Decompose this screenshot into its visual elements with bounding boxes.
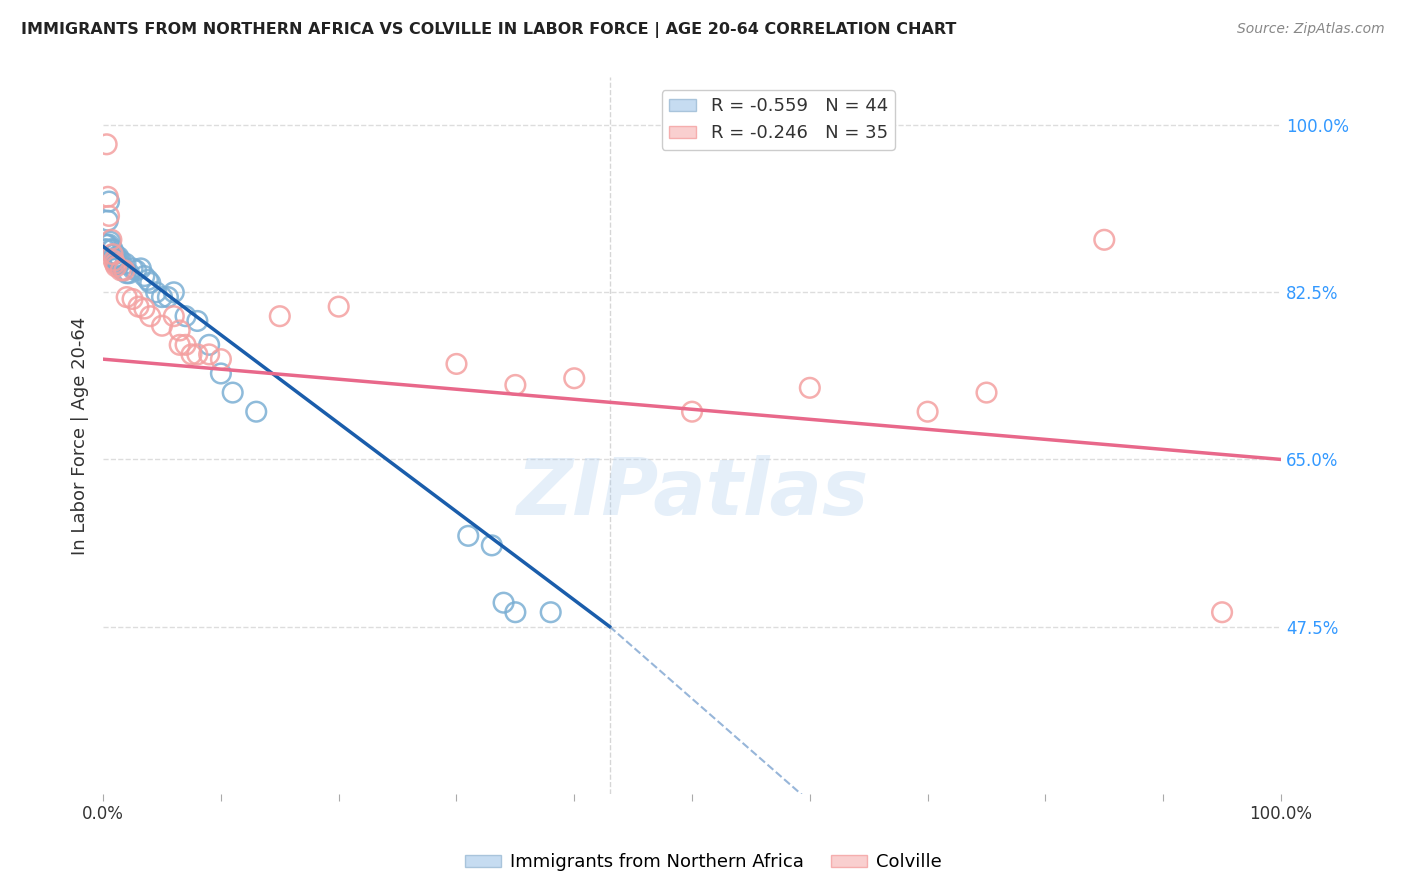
Point: [96, 237, 118, 252]
Point: [209, 367, 232, 381]
Point: [245, 405, 267, 419]
Point: [139, 276, 162, 290]
Text: IMMIGRANTS FROM NORTHERN AFRICA VS COLVILLE IN LABOR FORCE | AGE 20-64 CORRELATI: IMMIGRANTS FROM NORTHERN AFRICA VS COLVI…: [21, 22, 956, 38]
Point: [328, 300, 350, 314]
Point: [112, 263, 135, 277]
Point: [125, 263, 148, 277]
Point: [540, 605, 562, 619]
Point: [186, 347, 208, 361]
Point: [799, 381, 821, 395]
Point: [129, 261, 152, 276]
Point: [103, 247, 125, 261]
Point: [115, 290, 138, 304]
Point: [101, 247, 124, 261]
Text: ZIPatlas: ZIPatlas: [516, 455, 868, 531]
Point: [976, 385, 998, 400]
Point: [174, 338, 197, 352]
Point: [186, 314, 208, 328]
Point: [110, 253, 132, 268]
Point: [100, 233, 122, 247]
Point: [681, 405, 703, 419]
Point: [163, 285, 186, 300]
Point: [481, 538, 503, 552]
Point: [446, 357, 468, 371]
Point: [97, 190, 120, 204]
Legend: R = -0.559   N = 44, R = -0.246   N = 35: R = -0.559 N = 44, R = -0.246 N = 35: [662, 90, 896, 150]
Point: [1092, 233, 1115, 247]
Point: [505, 378, 527, 392]
Point: [98, 235, 121, 249]
Point: [98, 209, 121, 223]
Point: [198, 347, 221, 361]
Point: [98, 194, 121, 209]
Point: [169, 324, 191, 338]
Point: [145, 285, 167, 300]
Point: [562, 371, 585, 385]
Point: [121, 261, 143, 276]
Point: [917, 405, 939, 419]
Text: Source: ZipAtlas.com: Source: ZipAtlas.com: [1237, 22, 1385, 37]
Point: [114, 257, 136, 271]
Point: [104, 257, 127, 271]
Point: [105, 250, 128, 264]
Point: [96, 243, 118, 257]
Point: [139, 309, 162, 323]
Point: [169, 338, 191, 352]
Point: [103, 253, 125, 268]
Point: [118, 266, 141, 280]
Point: [115, 266, 138, 280]
Point: [105, 260, 128, 274]
Point: [180, 347, 202, 361]
Point: [104, 247, 127, 261]
Point: [134, 301, 156, 316]
Point: [101, 243, 124, 257]
Point: [98, 237, 121, 252]
Point: [97, 213, 120, 227]
Point: [127, 300, 149, 314]
Point: [96, 137, 118, 152]
Point: [104, 252, 127, 266]
Point: [209, 352, 232, 367]
Point: [94, 237, 117, 252]
Legend: Immigrants from Northern Africa, Colville: Immigrants from Northern Africa, Colvill…: [457, 847, 949, 879]
Point: [492, 596, 515, 610]
Point: [269, 309, 291, 323]
Point: [136, 273, 159, 287]
Point: [174, 309, 197, 323]
Point: [100, 243, 122, 257]
Point: [198, 338, 221, 352]
Point: [112, 263, 135, 277]
Point: [93, 243, 115, 257]
Point: [134, 269, 156, 284]
Point: [221, 385, 243, 400]
Point: [457, 529, 479, 543]
Point: [107, 250, 129, 264]
Point: [105, 257, 128, 271]
Point: [163, 309, 186, 323]
Point: [121, 292, 143, 306]
Point: [150, 290, 173, 304]
Point: [108, 257, 131, 271]
Point: [505, 605, 527, 619]
Point: [150, 318, 173, 333]
Y-axis label: In Labor Force | Age 20-64: In Labor Force | Age 20-64: [72, 317, 89, 555]
Point: [110, 263, 132, 277]
Point: [156, 290, 179, 304]
Point: [1211, 605, 1233, 619]
